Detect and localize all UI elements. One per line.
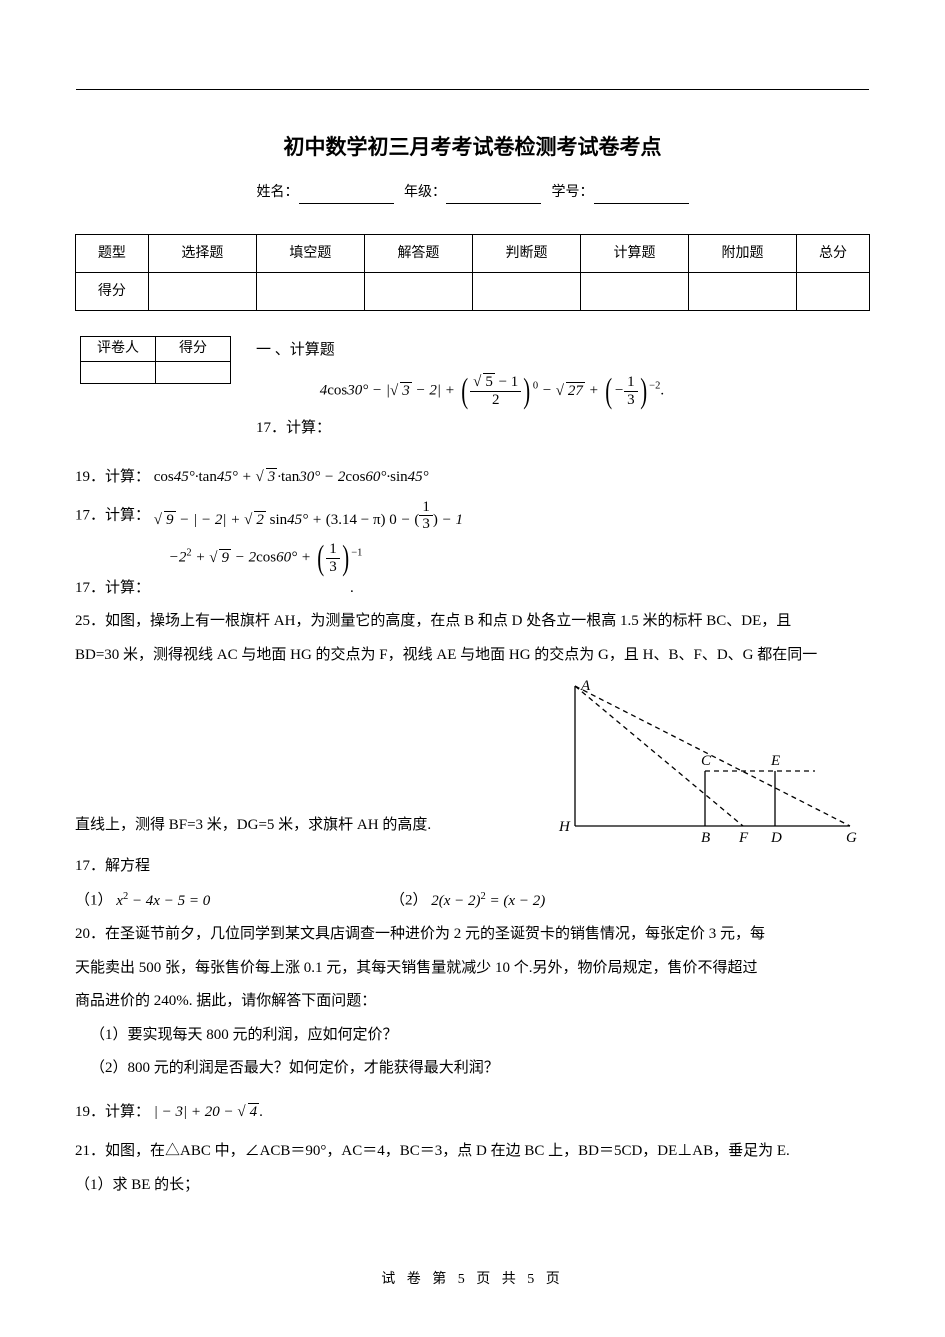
q17a: 4cos30° − |3 − 2| + (5 − 12)0 − 27 + (−1… bbox=[256, 374, 664, 409]
svg-text:E: E bbox=[770, 753, 780, 769]
grader-cell[interactable] bbox=[81, 362, 156, 384]
td-empty[interactable] bbox=[472, 273, 580, 311]
th-answer: 解答题 bbox=[364, 235, 472, 273]
q19b: 19．计算： | − 3| + 20 − 4. bbox=[75, 1100, 870, 1126]
id-label: 学号： bbox=[552, 181, 594, 205]
top-rule bbox=[76, 89, 869, 90]
page-footer: 试 卷 第 5 页 共 5 页 bbox=[0, 1268, 945, 1292]
table-row: 得分 bbox=[76, 273, 870, 311]
grade-label: 年级： bbox=[404, 181, 446, 205]
th-judge: 判断题 bbox=[472, 235, 580, 273]
th-total: 总分 bbox=[797, 235, 870, 273]
q20-l3: 商品进价的 240%. 据此，请你解答下面问题： bbox=[75, 989, 870, 1015]
th-choice: 选择题 bbox=[148, 235, 256, 273]
svg-text:G: G bbox=[846, 830, 857, 846]
score-label: 得分 bbox=[156, 337, 231, 362]
score-cell[interactable] bbox=[156, 362, 231, 384]
svg-text:F: F bbox=[738, 830, 749, 846]
svg-text:B: B bbox=[701, 830, 710, 846]
q20-s1: （1）要实现每天 800 元的利润，应如何定价？ bbox=[75, 1023, 870, 1049]
td-empty[interactable] bbox=[689, 273, 797, 311]
svg-text:H: H bbox=[558, 819, 571, 835]
td-empty[interactable] bbox=[148, 273, 256, 311]
q25-line3: 直线上，测得 BF=3 米，DG=5 米，求旗杆 AH 的高度. bbox=[75, 813, 500, 839]
q20-l2: 天能卖出 500 张，每张售价每上涨 0.1 元，其每天销售量就减少 10 个.… bbox=[75, 956, 870, 982]
td-empty[interactable] bbox=[797, 273, 870, 311]
q25-line1: 25．如图，操场上有一根旗杆 AH，为测量它的高度，在点 B 和点 D 处各立一… bbox=[75, 609, 870, 635]
q20-l1: 20．在圣诞节前夕，几位同学到某文具店调查一种进价为 2 元的圣诞贺卡的销售情况… bbox=[75, 922, 870, 948]
td-empty[interactable] bbox=[364, 273, 472, 311]
name-blank[interactable] bbox=[299, 189, 394, 204]
svg-text:D: D bbox=[770, 830, 782, 846]
th-blank: 填空题 bbox=[256, 235, 364, 273]
table-row: 题型 选择题 填空题 解答题 判断题 计算题 附加题 总分 bbox=[76, 235, 870, 273]
q25-figure-row: 直线上，测得 BF=3 米，DG=5 米，求旗杆 AH 的高度. A H B C F D E… bbox=[75, 676, 870, 846]
info-line: 姓名： 年级： 学号： bbox=[75, 181, 870, 205]
q17a-pre: 17．计算： bbox=[256, 416, 664, 442]
grader-label: 评卷人 bbox=[81, 337, 156, 362]
q25-line2: BD=30 米，测得视线 AC 与地面 HG 的交点为 F，视线 AE 与地面 … bbox=[75, 643, 870, 669]
svg-text:C: C bbox=[701, 753, 712, 769]
section-title: 一 、计算题 bbox=[256, 338, 664, 364]
td-empty[interactable] bbox=[256, 273, 364, 311]
td-empty[interactable] bbox=[580, 273, 688, 311]
td-score-label: 得分 bbox=[76, 273, 149, 311]
th-extra: 附加题 bbox=[689, 235, 797, 273]
grade-blank[interactable] bbox=[446, 189, 541, 204]
q21-s1: （1）求 BE 的长； bbox=[75, 1173, 870, 1199]
q19a: 19．计算： cos45°·tan45° + 3·tan30° − 2cos60… bbox=[75, 465, 870, 491]
q17b: 17．计算： 9 − | − 2| + 2 sin45° + (3.14 − π… bbox=[75, 499, 870, 534]
name-label: 姓名： bbox=[257, 181, 299, 205]
page-title: 初中数学初三月考考试卷检测考试卷考点 bbox=[75, 130, 870, 166]
score-type-table: 题型 选择题 填空题 解答题 判断题 计算题 附加题 总分 得分 bbox=[75, 234, 870, 311]
q20-s2: （2）800 元的利润是否最大？如何定价，才能获得最大利润？ bbox=[75, 1056, 870, 1082]
q17c: −22 + 9 − 2cos60° + (13)−1 17．计算：. bbox=[75, 541, 870, 601]
q17d-subs: （1） x2 − 4x − 5 = 0 （2） 2(x − 2)2 = (x −… bbox=[75, 888, 870, 915]
th-type: 题型 bbox=[76, 235, 149, 273]
id-blank[interactable] bbox=[594, 189, 689, 204]
diagram-figure: A H B C F D E G bbox=[500, 676, 870, 846]
grader-table: 评卷人 得分 bbox=[80, 336, 231, 384]
q21-l1: 21．如图，在△ABC 中，∠ACB＝90°，AC＝4，BC＝3，点 D 在边 … bbox=[75, 1139, 870, 1165]
svg-text:A: A bbox=[580, 678, 591, 694]
q17d: 17．解方程 bbox=[75, 854, 870, 880]
th-calc: 计算题 bbox=[580, 235, 688, 273]
